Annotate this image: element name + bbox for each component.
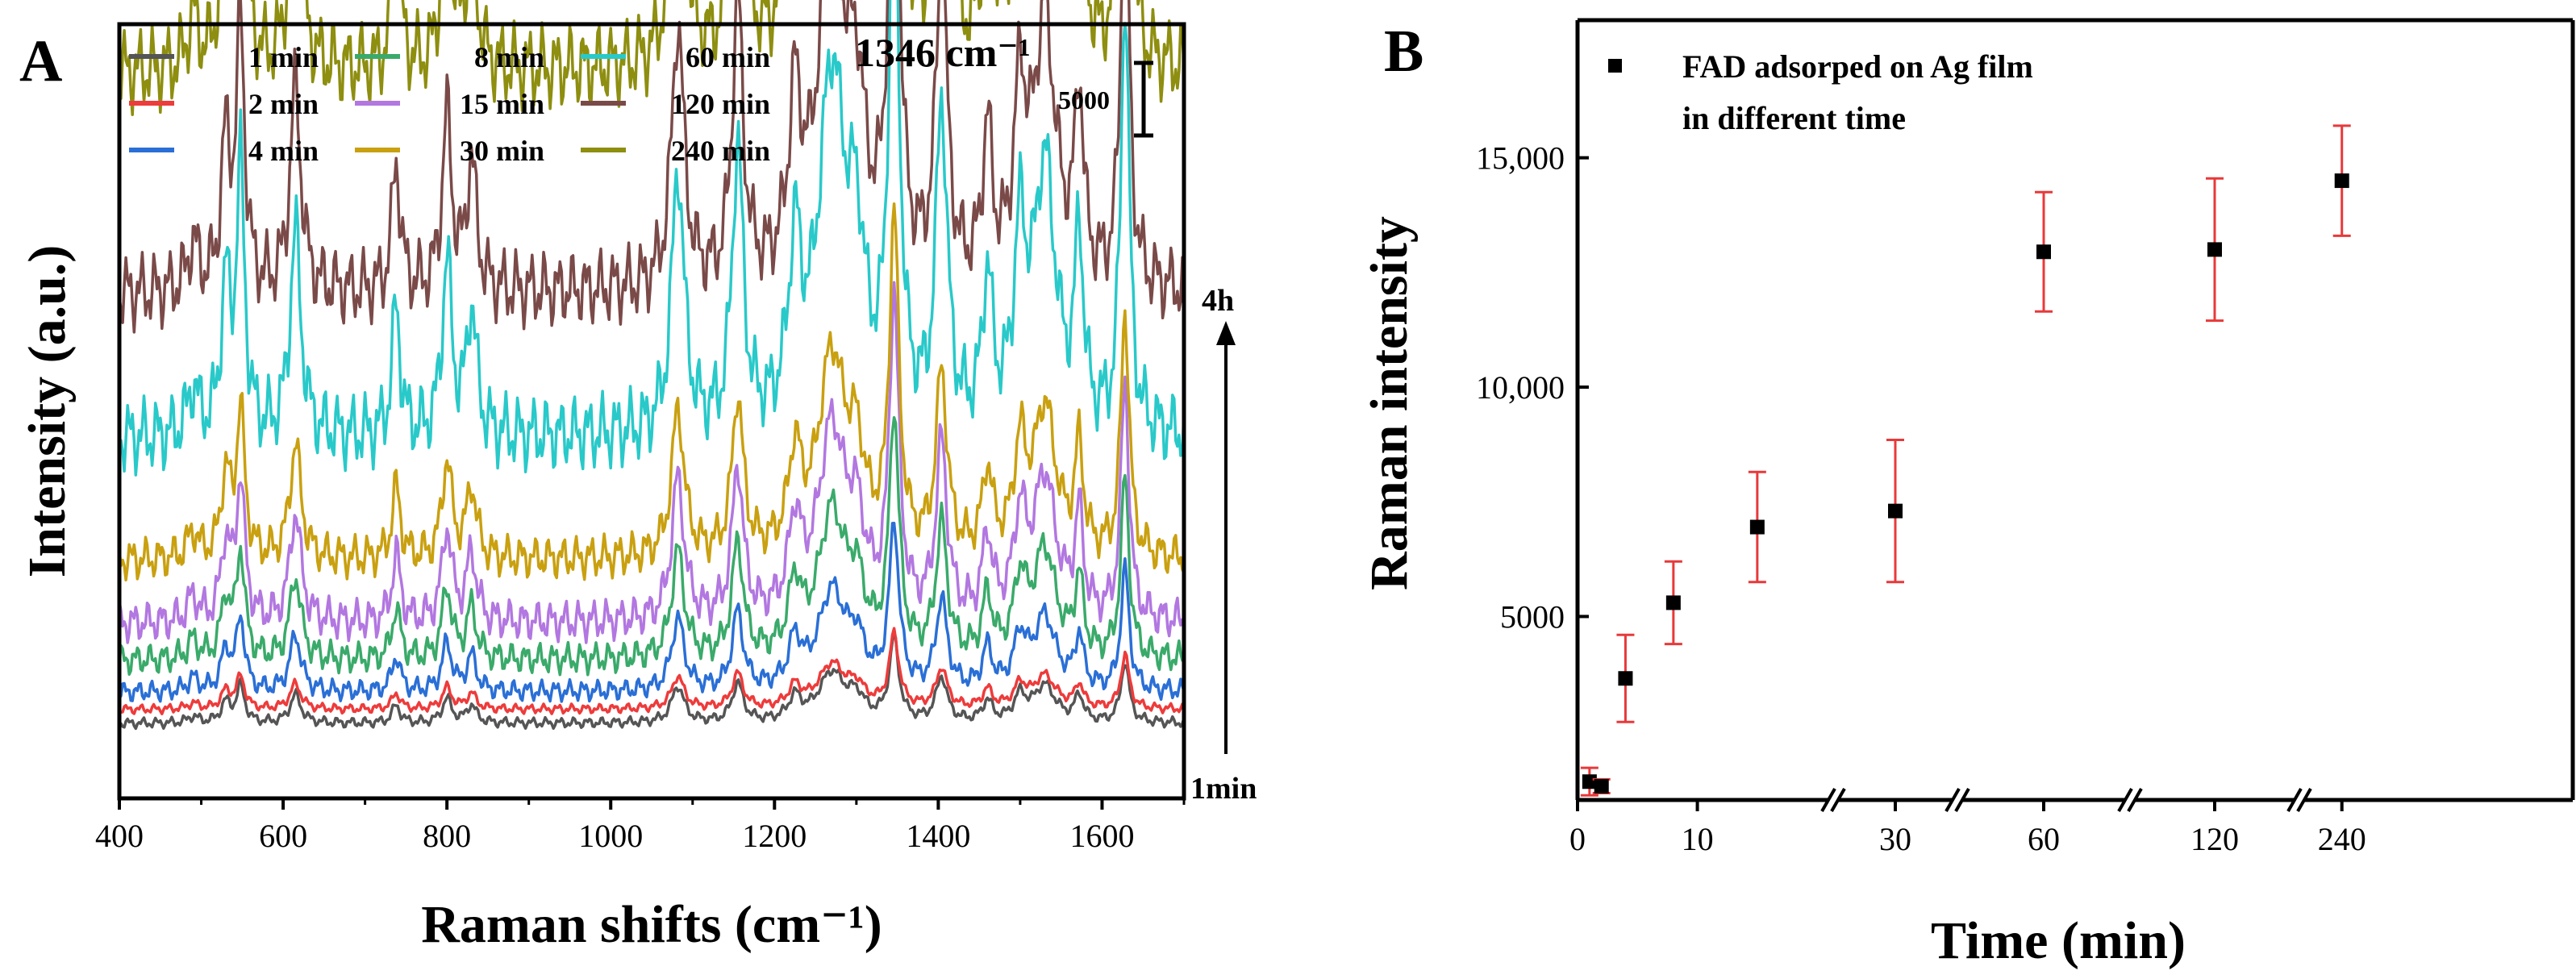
- scale-bar-label: 5000: [1058, 85, 1110, 115]
- x-tick-label: 800: [423, 818, 471, 854]
- data-point: [1618, 671, 1633, 686]
- x-tick-label: 60: [2028, 821, 2060, 857]
- data-point: [1888, 503, 1903, 519]
- time-arrow-head: [1216, 321, 1236, 345]
- x-tick-label: 400: [95, 818, 144, 854]
- data-point: [1594, 778, 1609, 794]
- panel-b-scatter-chart: B 5000 10,000 15,000 0 10 30 60 120 240 FAD ads…: [1360, 18, 2575, 970]
- spectrum-trace-60-min: [118, 0, 1186, 477]
- panel-b-legend-marker: [1608, 59, 1622, 73]
- axis-break-mark: [1820, 788, 1836, 812]
- axis-break-mark: [2296, 788, 2312, 812]
- legend-label-120-min: 120 min: [671, 88, 770, 120]
- x-tick-label: 240: [2318, 821, 2366, 857]
- y-tick-label: 15,000: [1476, 140, 1565, 177]
- axis-break-mark: [1954, 788, 1970, 812]
- spectrum-trace-30-min: [118, 202, 1186, 582]
- x-tick-label: 30: [1879, 821, 1911, 857]
- legend-label-30-min: 30 min: [460, 135, 544, 167]
- legend-label-15-min: 15 min: [460, 88, 544, 120]
- panel-b-x-ticks: 0 10 30 60 120 240: [1569, 800, 2366, 857]
- panel-b-axes: [1575, 18, 2575, 812]
- x-tick-label: 1000: [578, 818, 643, 854]
- x-tick-label: 600: [259, 818, 307, 854]
- x-tick-label: 120: [2190, 821, 2239, 857]
- spectrum-trace-120-min: [118, 0, 1185, 334]
- data-point: [2334, 173, 2349, 189]
- spectrum-trace-4-min: [118, 522, 1186, 703]
- legend-label-2-min: 2 min: [248, 88, 319, 120]
- data-point: [1665, 595, 1681, 610]
- panel-a-plot-frame: [117, 22, 1186, 801]
- x-tick-label: 0: [1569, 821, 1586, 857]
- x-tick-label: 1400: [906, 818, 970, 854]
- time-arrow-bottom-label: 1min: [1190, 772, 1257, 806]
- panel-b-x-axis-title: Time (min): [1931, 911, 2186, 970]
- panel-a-legend: 1 min 2 min 4 min 8 min 15 min 30 min 60 min 12…: [129, 41, 770, 167]
- spectrum-trace-1-min: [118, 632, 1186, 731]
- legend-label-8-min: 8 min: [474, 41, 544, 73]
- panel-b-legend: FAD adsorped on Ag film in different tim…: [1608, 48, 2033, 136]
- data-point: [2207, 242, 2222, 257]
- spectrum-trace-2-min: [118, 627, 1186, 715]
- panel-b-letter: B: [1384, 19, 1423, 85]
- panel-a-traces: [118, 0, 1186, 731]
- spectrum-trace-15-min: [118, 281, 1186, 644]
- panel-b-y-ticks: 5000 10,000 15,000: [1476, 140, 1589, 635]
- legend-label-1-min: 1 min: [248, 41, 319, 73]
- panel-b-legend-line-2: in different time: [1682, 100, 1906, 136]
- panel-a-x-axis-title: Raman shifts (cm⁻¹): [421, 895, 882, 954]
- x-tick-label: 10: [1682, 821, 1714, 857]
- axis-break-mark: [1945, 788, 1961, 812]
- axis-break-mark: [1830, 788, 1846, 812]
- panel-b-y-axis-title: Raman intensity: [1360, 216, 1419, 590]
- panel-a-peak-label: 1346 cm⁻¹: [855, 30, 1031, 75]
- legend-label-240-min: 240 min: [671, 135, 770, 167]
- legend-label-4-min: 4 min: [248, 135, 319, 167]
- panel-a-scale-bar: 5000: [1058, 60, 1153, 138]
- panel-b-data-points: [1580, 124, 2351, 797]
- data-point: [1582, 774, 1597, 789]
- panel-a-letter: A: [19, 28, 62, 94]
- time-arrow: [1216, 321, 1236, 754]
- y-tick-label: 5000: [1500, 598, 1565, 635]
- axis-break-mark: [2286, 788, 2303, 812]
- data-point: [1749, 519, 1765, 535]
- axis-break-mark: [2117, 788, 2133, 812]
- x-tick-label: 1600: [1069, 818, 1134, 854]
- panel-a-spectra-chart: A 400 600 800 1000 1200 1400 1600 Raman shifts…: [18, 0, 1257, 954]
- time-arrow-top-label: 4h: [1202, 284, 1234, 318]
- spectrum-trace-8-min: [118, 415, 1186, 677]
- y-tick-label: 10,000: [1476, 369, 1565, 406]
- axis-break-mark: [2127, 788, 2143, 812]
- data-point: [2036, 244, 2051, 260]
- legend-label-60-min: 60 min: [686, 41, 770, 73]
- panel-a-y-axis-title: Intensity (a.u.): [18, 245, 77, 578]
- spectrum-trace-240-min: [118, 0, 1186, 116]
- panel-a-x-ticks: 400 600 800 1000 1200 1400 1600: [95, 798, 1186, 854]
- panel-b-legend-line-1: FAD adsorped on Ag film: [1682, 48, 2033, 85]
- x-tick-label: 1200: [742, 818, 807, 854]
